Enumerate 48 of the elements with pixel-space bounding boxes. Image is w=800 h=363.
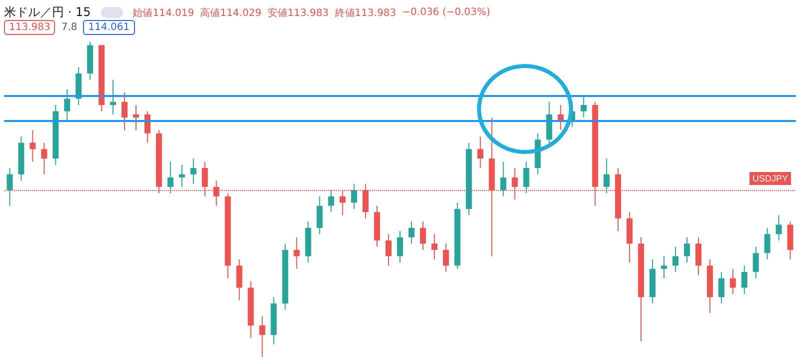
candlestick [386,234,392,266]
candlestick [110,79,116,115]
ref-line-label: USDJPY [752,174,788,184]
candlestick [30,130,36,162]
candlestick [672,246,678,272]
candlestick [133,104,139,131]
candlestick [580,95,587,118]
candlestick [178,164,185,188]
candlestick [500,161,506,197]
candlestick [41,142,48,175]
candlestick [316,196,323,235]
candlestick [420,221,426,250]
candlestick [604,158,610,194]
candlestick [431,234,438,260]
candlestick [523,161,530,194]
candlestick [477,136,484,168]
text: 高値114.029 [200,6,262,20]
text: 7.8 [61,22,78,33]
candlestick [695,236,702,276]
candlestick [408,221,414,244]
candlestick [741,265,748,294]
candlestick [661,256,667,279]
candlestick [259,316,266,358]
candlestick [730,268,736,294]
candlestick [397,230,403,263]
candlestick [144,110,150,144]
candlestick [236,258,242,301]
candlestick [64,88,70,122]
candlestick [190,158,196,184]
candlestick [294,236,300,270]
text: 113.983 [4,20,56,35]
text: −0.036 (−0.03%) [402,7,490,18]
text: 114.061 [83,20,135,35]
text: 終値113.983 [334,6,396,20]
candlestick [351,183,358,210]
candlestick [718,271,724,304]
text: 安値113.983 [267,6,329,20]
candlestick [167,161,174,194]
candlestick [122,92,128,131]
text: 始値114.019 [132,6,194,20]
chart-title: 米ドル／円 · 15 [4,4,91,21]
candlestick [776,214,782,241]
candlestick [442,243,449,272]
candlestick [684,236,690,263]
candlestick [6,168,13,206]
candlestick [328,190,334,213]
candlestick [764,227,770,260]
candlestick [752,246,759,279]
